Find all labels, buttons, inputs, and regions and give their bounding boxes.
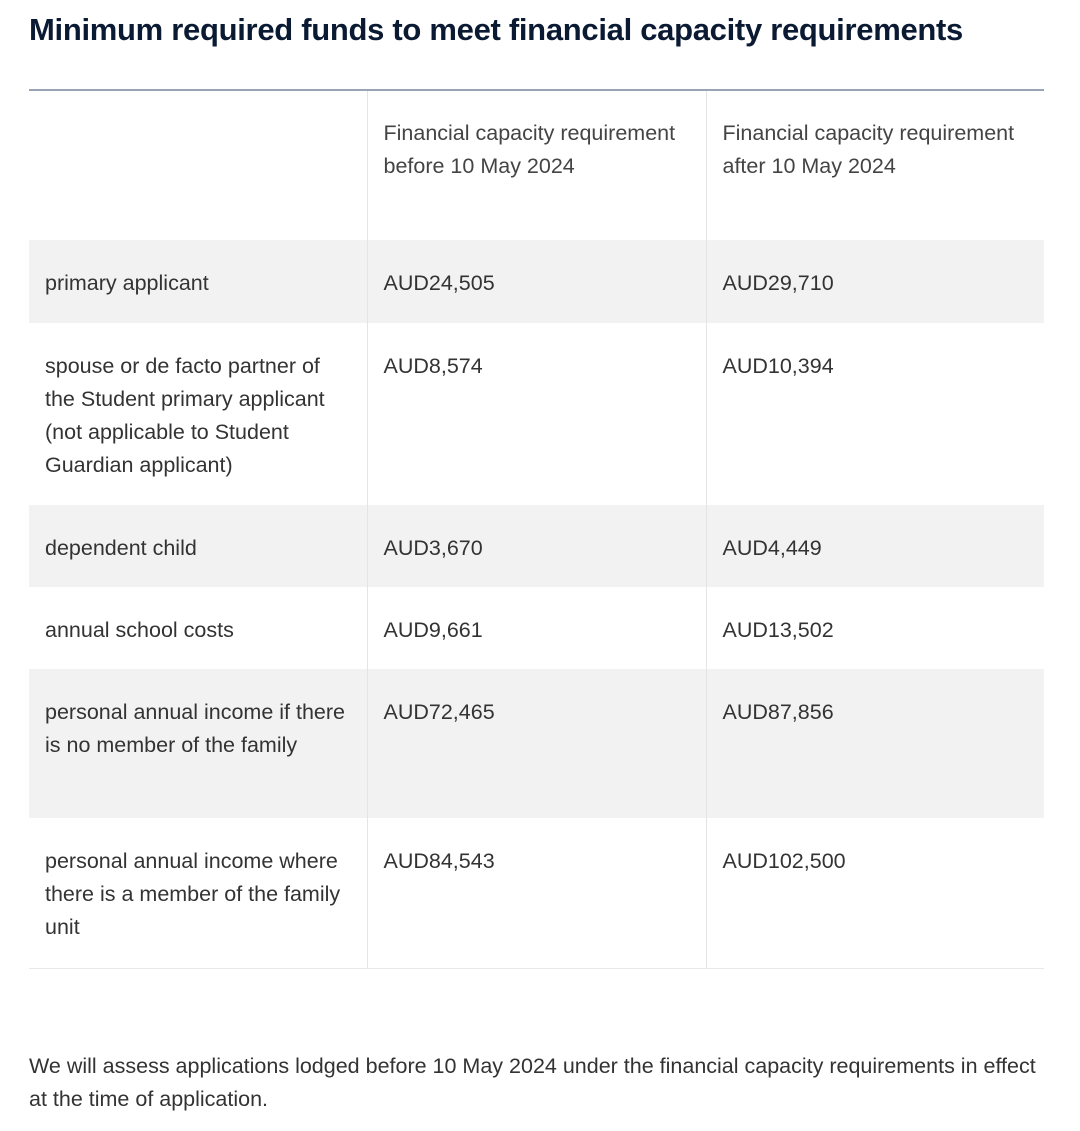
cell-after: AUD29,710	[705, 240, 1044, 323]
cell-after: AUD13,502	[705, 587, 1044, 669]
page-title: Minimum required funds to meet financial…	[29, 12, 963, 47]
table-row: primary applicant AUD24,505 AUD29,710	[29, 240, 1044, 323]
funds-table: Financial capacity requirement before 10…	[29, 89, 1044, 969]
cell-before: AUD3,670	[366, 505, 706, 587]
cell-before: AUD84,543	[366, 818, 706, 969]
table-row: spouse or de facto partner of the Studen…	[29, 323, 1044, 505]
row-label: dependent child	[29, 505, 367, 587]
table-row: annual school costs AUD9,661 AUD13,502	[29, 587, 1044, 669]
column-header: Financial capacity requirement after 10 …	[705, 90, 1044, 240]
table-row: dependent child AUD3,670 AUD4,449	[29, 505, 1044, 587]
table-row: personal annual income if there is no me…	[29, 669, 1044, 818]
assessment-note: We will assess applications lodged befor…	[29, 1054, 1036, 1111]
row-label: annual school costs	[45, 618, 234, 642]
cell-before: AUD24,505	[366, 240, 706, 323]
column-header: Financial capacity requirement before 10…	[366, 90, 706, 240]
cell-before: AUD9,661	[366, 587, 706, 669]
row-label: spouse or de facto partner of the Studen…	[45, 354, 325, 477]
table-header-row: Financial capacity requirement before 10…	[29, 90, 1044, 240]
cell-after: AUD87,856	[705, 669, 1044, 818]
row-label: primary applicant	[29, 240, 367, 323]
cell-before: AUD8,574	[366, 323, 706, 505]
row-label: personal annual income if there is no me…	[29, 669, 367, 818]
cell-before: AUD72,465	[366, 669, 706, 818]
table-row: personal annual income where there is a …	[29, 818, 1044, 969]
row-label: personal annual income where there is a …	[29, 818, 367, 969]
column-header	[29, 90, 367, 240]
cell-after: AUD102,500	[705, 818, 1044, 969]
cell-after: AUD10,394	[705, 323, 1044, 505]
cell-after: AUD4,449	[705, 505, 1044, 587]
